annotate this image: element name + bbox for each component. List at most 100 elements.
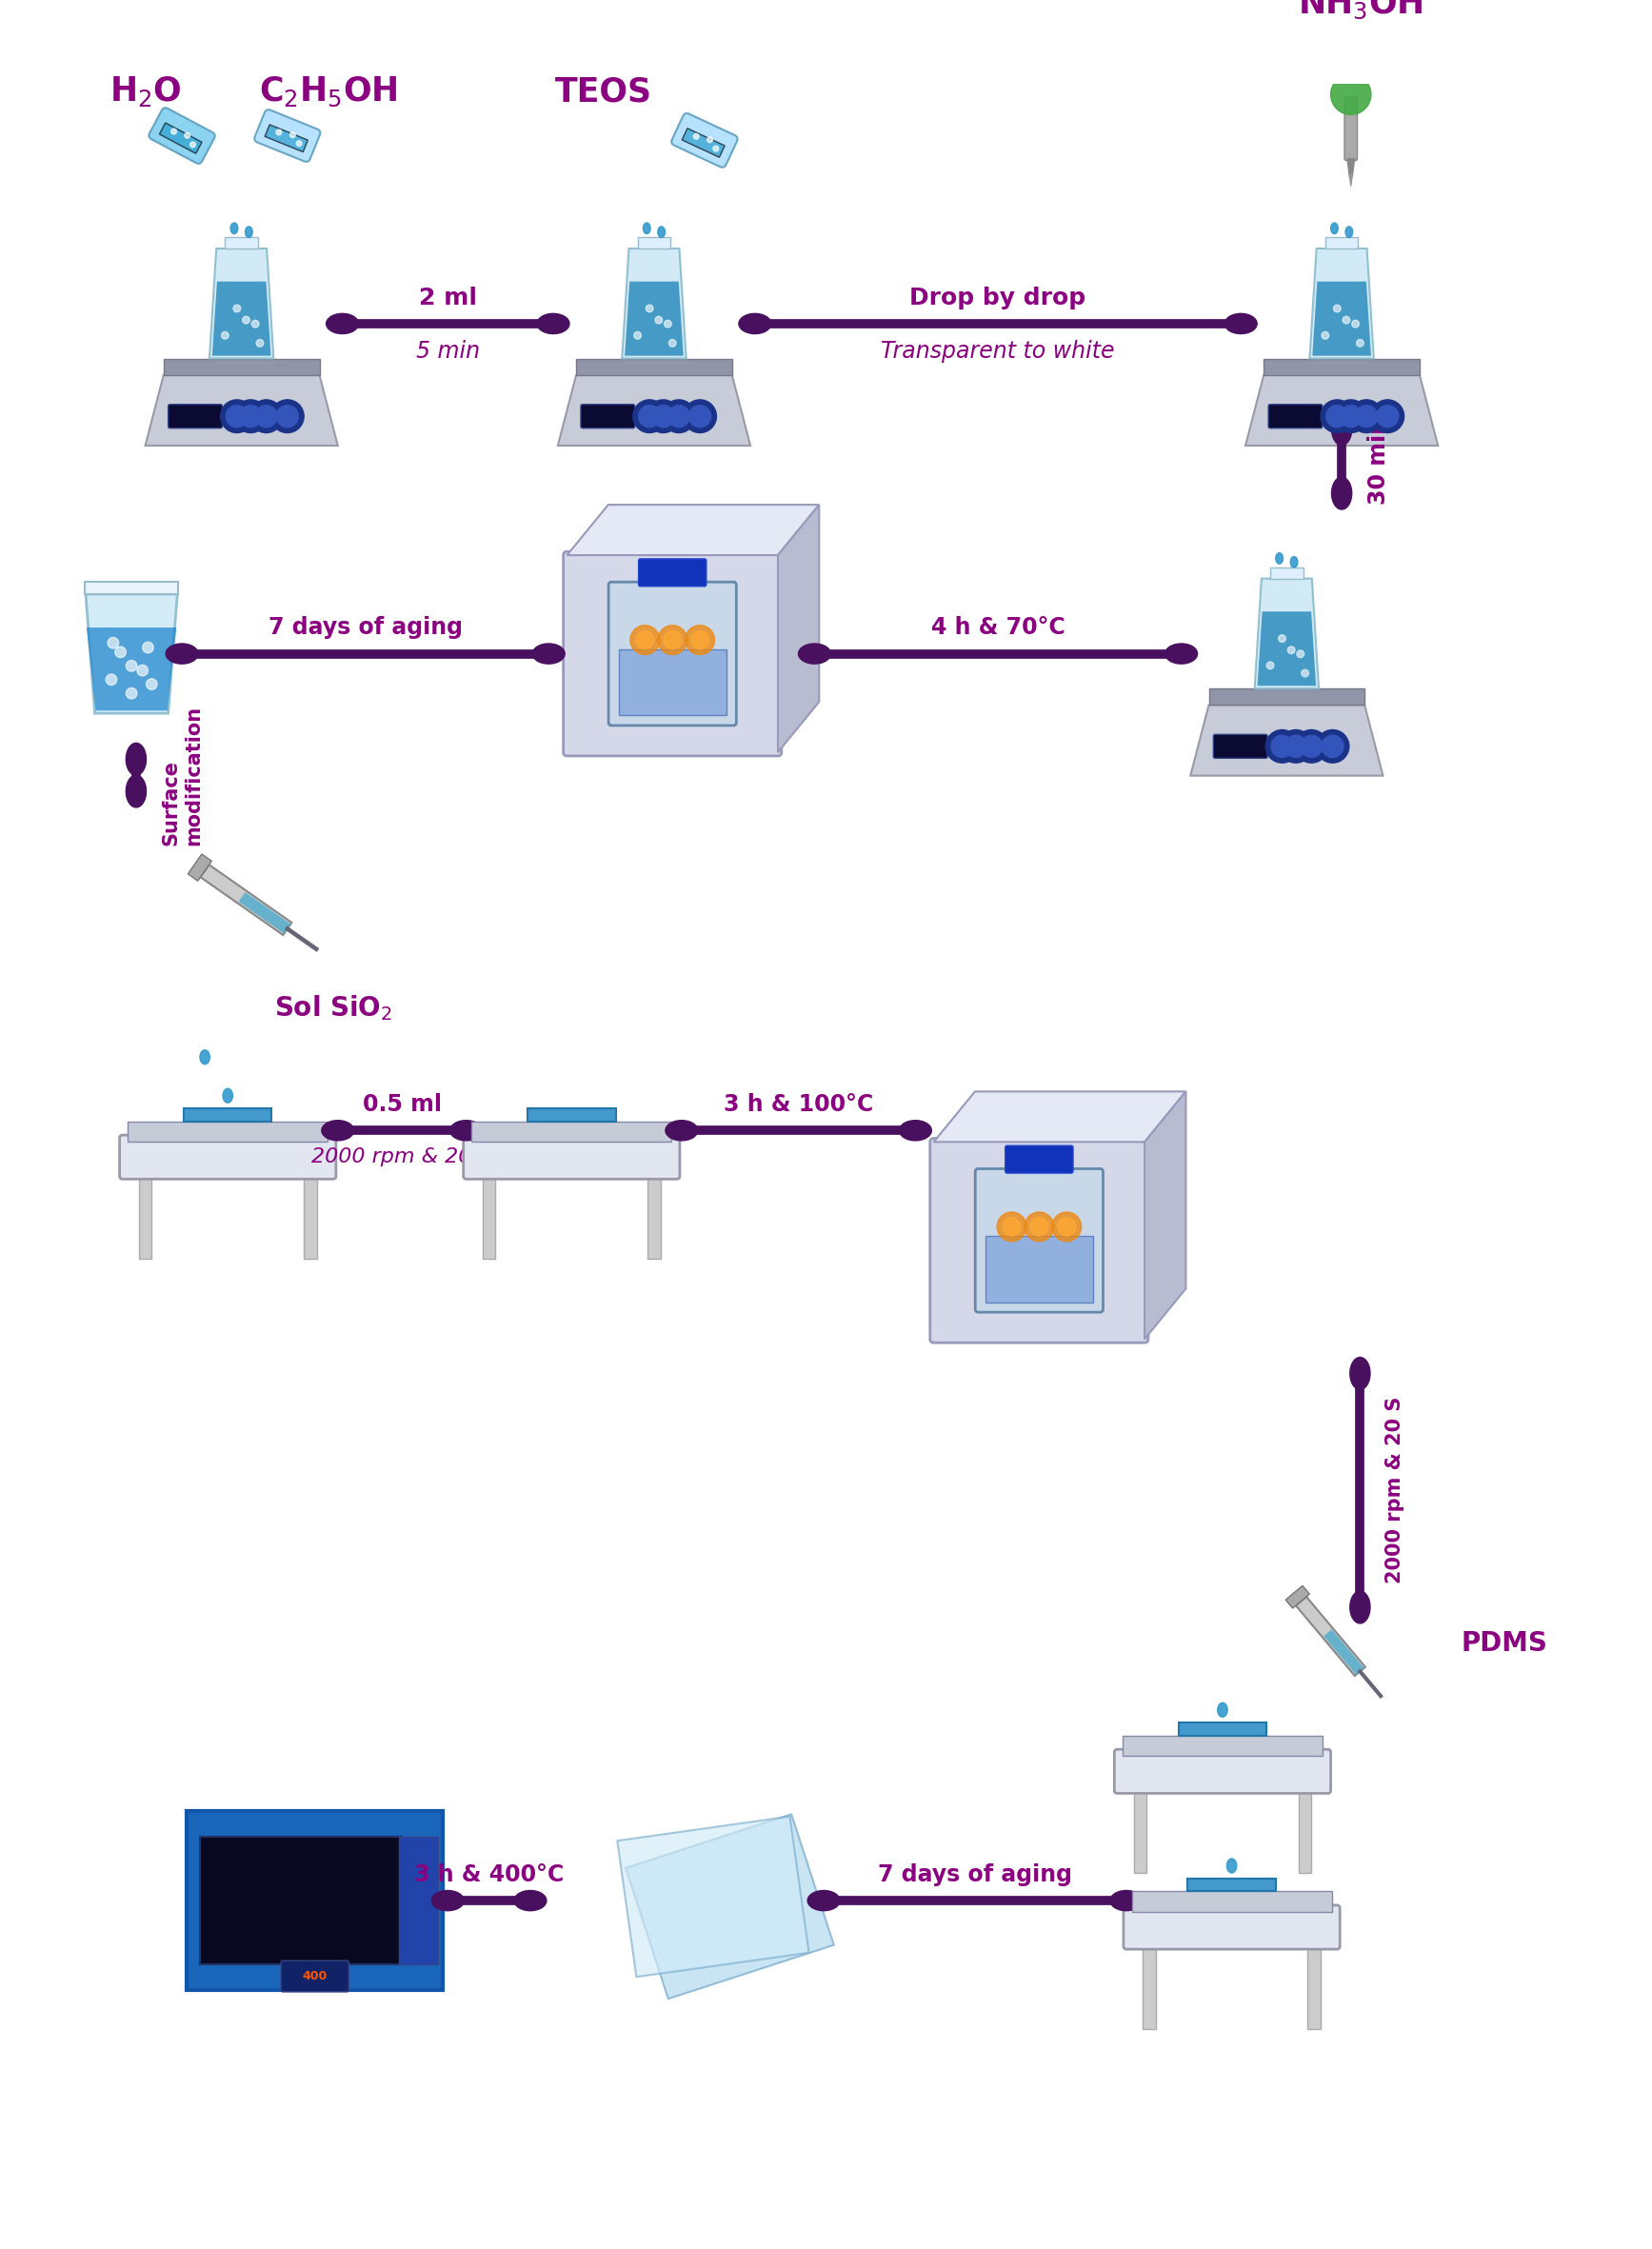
Circle shape [664,319,671,328]
Text: 30 min: 30 min [1368,418,1391,504]
Circle shape [1270,735,1294,758]
FancyBboxPatch shape [159,124,202,153]
Polygon shape [238,893,291,933]
FancyBboxPatch shape [1123,1905,1340,1950]
Circle shape [707,137,712,142]
Ellipse shape [657,227,666,238]
Circle shape [1279,634,1285,643]
FancyBboxPatch shape [164,358,319,376]
Circle shape [1024,1212,1054,1241]
Circle shape [1327,405,1348,427]
Circle shape [633,400,666,432]
Polygon shape [1257,612,1317,686]
Ellipse shape [532,643,565,663]
Text: 3 h & 400°C: 3 h & 400°C [415,1862,563,1887]
Circle shape [669,340,676,346]
Ellipse shape [244,227,253,238]
Ellipse shape [1350,1590,1370,1624]
Circle shape [1302,670,1308,677]
FancyBboxPatch shape [187,1810,443,1990]
Circle shape [648,400,679,432]
FancyBboxPatch shape [582,405,634,427]
Circle shape [1333,306,1341,313]
Ellipse shape [808,1891,839,1912]
Ellipse shape [231,223,238,234]
Ellipse shape [1332,223,1338,234]
Circle shape [240,405,261,427]
Circle shape [142,641,154,652]
Polygon shape [1312,281,1371,355]
Ellipse shape [643,223,651,234]
Text: 5 min: 5 min [416,340,479,362]
Circle shape [256,340,264,346]
Circle shape [289,133,296,137]
Circle shape [689,405,710,427]
Circle shape [631,625,659,654]
Circle shape [1355,405,1378,427]
Ellipse shape [798,643,831,663]
FancyBboxPatch shape [1123,1736,1323,1756]
Circle shape [657,625,687,654]
Circle shape [126,661,137,672]
Circle shape [1335,400,1368,432]
Circle shape [137,666,149,677]
Ellipse shape [537,313,570,333]
FancyBboxPatch shape [1345,97,1358,160]
Circle shape [1295,731,1328,762]
Circle shape [172,128,177,135]
Circle shape [276,405,299,427]
FancyBboxPatch shape [149,108,215,164]
Circle shape [1285,735,1307,758]
Text: Surface
modification: Surface modification [162,706,203,846]
FancyBboxPatch shape [1133,1790,1146,1873]
Text: 7 days of aging: 7 days of aging [268,616,463,639]
FancyBboxPatch shape [1209,688,1365,706]
FancyBboxPatch shape [639,558,707,587]
Ellipse shape [200,1050,210,1064]
Text: PDMS: PDMS [1460,1631,1548,1658]
Ellipse shape [126,742,145,776]
Ellipse shape [126,776,145,807]
Ellipse shape [1275,553,1284,564]
Circle shape [1371,400,1404,432]
Circle shape [1356,340,1363,346]
Polygon shape [188,855,211,882]
Circle shape [646,306,653,313]
Polygon shape [1191,706,1383,776]
Polygon shape [211,281,271,355]
Polygon shape [1145,1091,1186,1338]
Ellipse shape [1227,1858,1237,1873]
Circle shape [1322,333,1328,340]
Ellipse shape [1290,556,1298,567]
Circle shape [1376,405,1399,427]
Circle shape [653,405,674,427]
Polygon shape [624,281,684,355]
Ellipse shape [738,313,771,333]
Ellipse shape [666,1120,697,1140]
FancyBboxPatch shape [1264,358,1419,376]
Polygon shape [1348,160,1355,178]
Text: C$_2$H$_5$OH: C$_2$H$_5$OH [259,74,398,108]
Polygon shape [1246,376,1437,445]
FancyBboxPatch shape [577,358,732,376]
Circle shape [1267,661,1274,670]
Circle shape [1265,731,1298,762]
FancyBboxPatch shape [608,582,737,726]
Text: TEOS: TEOS [555,76,653,108]
FancyBboxPatch shape [563,551,781,756]
Text: H$_2$O: H$_2$O [109,74,182,108]
Circle shape [107,636,119,648]
Ellipse shape [1345,227,1353,238]
Polygon shape [200,864,292,936]
Text: 2000 rpm & 20 S: 2000 rpm & 20 S [312,1147,492,1165]
FancyBboxPatch shape [84,582,178,594]
Circle shape [686,625,715,654]
Circle shape [1279,731,1312,762]
Polygon shape [933,1091,1186,1142]
Polygon shape [623,247,686,358]
Circle shape [714,146,719,151]
Circle shape [1003,1217,1021,1237]
FancyBboxPatch shape [281,1961,349,1993]
FancyBboxPatch shape [200,1837,401,1963]
FancyBboxPatch shape [1213,735,1267,758]
